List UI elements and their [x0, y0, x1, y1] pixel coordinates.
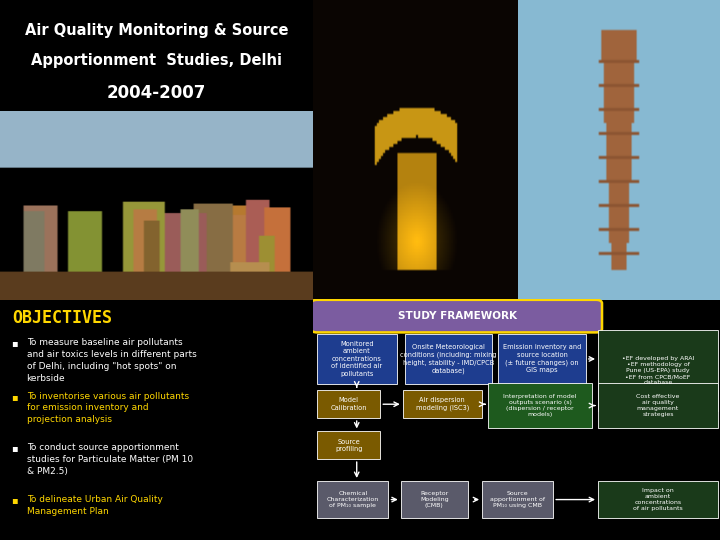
- Text: ▪: ▪: [11, 339, 17, 348]
- FancyBboxPatch shape: [598, 330, 718, 411]
- Text: 2004-2007: 2004-2007: [107, 84, 207, 102]
- Text: Chemical
Characterization
of PM₁₀ sample: Chemical Characterization of PM₁₀ sample: [327, 491, 379, 508]
- Text: Air dispersion
modeling (ISC3): Air dispersion modeling (ISC3): [415, 397, 469, 411]
- Text: To measure baseline air pollutants
and air toxics levels in different parts
of D: To measure baseline air pollutants and a…: [27, 339, 197, 383]
- Text: •EF developed by ARAI
•EF methodology of
Pune (US-EPA) study
•EF from CPCB/MoEF
: •EF developed by ARAI •EF methodology of…: [622, 355, 694, 386]
- Text: Interpretation of model
outputs scenario (s)
(dispersion / receptor
models): Interpretation of model outputs scenario…: [503, 394, 577, 417]
- FancyBboxPatch shape: [318, 481, 389, 518]
- FancyBboxPatch shape: [318, 431, 380, 459]
- Text: To delineate Urban Air Quality
Management Plan: To delineate Urban Air Quality Managemen…: [27, 495, 163, 516]
- Text: Receptor
Modeling
(CMB): Receptor Modeling (CMB): [420, 491, 449, 508]
- Text: Source
apportionment of
PM₁₀ using CMB: Source apportionment of PM₁₀ using CMB: [490, 491, 545, 508]
- FancyBboxPatch shape: [482, 481, 553, 518]
- Text: ▪: ▪: [11, 392, 17, 402]
- Text: ▪: ▪: [11, 443, 17, 454]
- Text: To inventorise various air pollutants
for emission inventory and
projection anal: To inventorise various air pollutants fo…: [27, 392, 189, 424]
- Text: Model
Calibration: Model Calibration: [330, 397, 367, 411]
- FancyBboxPatch shape: [488, 383, 592, 428]
- FancyBboxPatch shape: [405, 334, 492, 384]
- Text: Emission inventory and
source location
(± future changes) on
GIS maps: Emission inventory and source location (…: [503, 345, 581, 374]
- Text: STUDY FRAMEWORK: STUDY FRAMEWORK: [398, 311, 517, 321]
- Text: ▪: ▪: [11, 495, 17, 505]
- Text: Cost effective
air quality
management
strategies: Cost effective air quality management st…: [636, 394, 680, 417]
- Text: To conduct source apportionment
studies for Particulate Matter (PM 10
& PM2.5): To conduct source apportionment studies …: [27, 443, 193, 476]
- FancyBboxPatch shape: [402, 390, 482, 418]
- FancyBboxPatch shape: [318, 390, 380, 418]
- Text: Onsite Meteorological
conditions (including: mixing
height, stability - IMD/CPCB: Onsite Meteorological conditions (includ…: [400, 344, 497, 374]
- Text: Air Quality Monitoring & Source: Air Quality Monitoring & Source: [25, 24, 288, 38]
- Text: Monitored
ambient
concentrations
of identified air
pollutants: Monitored ambient concentrations of iden…: [331, 341, 382, 377]
- FancyBboxPatch shape: [400, 481, 468, 518]
- Text: Impact on
ambient
concentrations
of air pollutants: Impact on ambient concentrations of air …: [633, 488, 683, 511]
- FancyBboxPatch shape: [598, 481, 718, 518]
- Text: Source
profiling: Source profiling: [335, 438, 363, 452]
- FancyBboxPatch shape: [598, 383, 718, 428]
- FancyBboxPatch shape: [311, 300, 602, 333]
- FancyBboxPatch shape: [498, 334, 586, 384]
- Text: OBJECTIVES: OBJECTIVES: [12, 309, 112, 327]
- Text: Apportionment  Studies, Delhi: Apportionment Studies, Delhi: [31, 53, 282, 69]
- FancyBboxPatch shape: [318, 334, 397, 384]
